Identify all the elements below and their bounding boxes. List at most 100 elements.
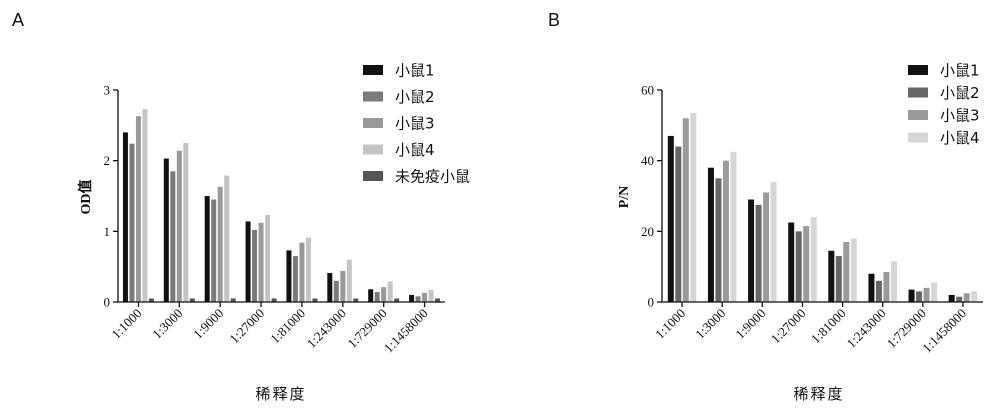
bar-s3-c7	[381, 287, 386, 302]
legend-swatch	[363, 118, 383, 128]
y-tick-label: 0	[104, 295, 111, 310]
legend-label: 小鼠2	[940, 84, 980, 102]
legend-label: 小鼠3	[395, 115, 435, 133]
legend-swatch	[363, 145, 383, 155]
bar-s3-c3	[763, 192, 769, 302]
y-tick-label: 20	[641, 224, 654, 239]
bar-s1-c2	[164, 159, 169, 302]
panel-b: B 0 20 40 60 1:10001:30001:90001:270001:810…	[548, 10, 983, 403]
bar-s1-c5	[828, 251, 834, 302]
legend-swatch	[908, 65, 928, 75]
bar-s1-c7	[909, 290, 915, 302]
bar-s2-c4	[796, 231, 802, 302]
bar-s4-c6	[347, 260, 352, 302]
y-tick-label: 40	[641, 153, 654, 168]
panel-a: A 0123 1:10001:30001:90001:270001:810001…	[12, 10, 470, 403]
y-tick-label: 60	[641, 83, 654, 98]
x-tick-label: 1:1000	[108, 306, 144, 342]
bar-s3-c2	[177, 151, 182, 302]
panel-letter-b: B	[548, 10, 560, 30]
bar-s1-c4	[788, 223, 794, 303]
bar-s3-c5	[299, 243, 304, 302]
bar-s3-c4	[259, 223, 264, 302]
bar-s4-c8	[429, 290, 434, 302]
x-tick-label: 1:81000	[267, 306, 308, 347]
legend-label: 小鼠2	[395, 88, 435, 106]
bar-s3-c8	[964, 293, 970, 302]
bar-s4-c4	[811, 217, 817, 302]
x-tick-label: 1:243000	[304, 306, 349, 351]
bar-s4-c3	[224, 176, 229, 302]
bar-s2-c5	[836, 256, 842, 302]
bar-s4-c5	[306, 238, 311, 302]
bar-s2-c2	[715, 178, 721, 302]
bar-s1-c1	[668, 136, 674, 302]
y-ticks-b: 0 20 40 60	[641, 83, 662, 310]
x-tick-label: 1:1000	[652, 306, 688, 342]
legend-swatch	[363, 65, 383, 75]
bar-s3-c8	[422, 293, 427, 302]
bar-s2-c7	[375, 292, 380, 302]
x-tick-label: 1:3000	[692, 306, 728, 342]
x-ticks-b: 1:10001:30001:90001:270001:810001:243000…	[652, 302, 969, 355]
bar-s1-c6	[868, 274, 874, 302]
bar-s2-c6	[876, 281, 882, 302]
legend-label: 小鼠1	[395, 62, 435, 80]
bar-s1-c2	[708, 168, 714, 302]
bar-s3-c1	[683, 118, 689, 302]
y-axis-label-a: OD值	[77, 180, 94, 215]
legend-label: 小鼠3	[940, 107, 980, 125]
bar-s1-c8	[409, 295, 414, 302]
bar-s2-c8	[956, 297, 962, 302]
legend-swatch	[908, 88, 928, 98]
x-tick-label: 1:3000	[149, 306, 185, 342]
bar-s4-c5	[851, 238, 857, 302]
bar-s3-c2	[723, 161, 729, 302]
legend-b: 小鼠1小鼠2小鼠3小鼠4	[908, 62, 980, 148]
bar-s4-c4	[265, 215, 270, 302]
bar-s3-c7	[924, 288, 930, 302]
x-tick-label: 1:9000	[190, 306, 226, 342]
legend-label: 小鼠4	[395, 141, 435, 159]
bar-s3-c4	[803, 226, 809, 302]
x-tick-label: 1:27000	[768, 306, 809, 347]
bar-s2-c1	[129, 144, 134, 302]
legend-swatch	[908, 110, 928, 120]
bar-s2-c3	[756, 205, 762, 302]
bar-s2-c2	[170, 171, 175, 302]
bar-s2-c3	[211, 200, 216, 302]
x-tick-label: 1:1458000	[381, 306, 431, 356]
bar-s3-c1	[136, 116, 141, 302]
y-tick-label: 0	[648, 295, 655, 310]
x-tick-label: 1:1458000	[919, 306, 969, 356]
bar-s3-c3	[218, 187, 223, 302]
bar-s4-c8	[971, 291, 977, 302]
legend-swatch	[363, 171, 383, 181]
y-ticks-a: 0123	[104, 83, 119, 310]
bar-s1-c6	[327, 273, 332, 302]
y-tick-label: 1	[104, 224, 111, 239]
bar-s2-c5	[293, 256, 298, 302]
bars-b	[668, 113, 977, 302]
bar-s2-c7	[916, 291, 922, 302]
bar-s2-c1	[675, 147, 681, 302]
bar-s1-c7	[368, 289, 373, 302]
bar-s4-c2	[730, 152, 736, 302]
bar-s4-c2	[183, 143, 188, 302]
bar-s4-c6	[891, 261, 897, 302]
bar-s4-c3	[771, 182, 777, 302]
x-tick-label: 1:243000	[843, 306, 888, 351]
bar-s4-c1	[142, 109, 147, 302]
bar-s4-c7	[931, 283, 937, 302]
bar-s1-c1	[123, 132, 128, 302]
bar-s1-c4	[246, 221, 251, 302]
bar-s3-c5	[843, 242, 849, 302]
x-ticks-a: 1:10001:30001:90001:270001:810001:243000…	[108, 302, 430, 355]
bars-a	[123, 109, 440, 302]
legend-label: 未免疫小鼠	[395, 168, 470, 186]
panel-letter-a: A	[12, 10, 24, 30]
x-tick-label: 1:9000	[732, 306, 768, 342]
bar-s2-c4	[252, 230, 257, 302]
y-axis-label-b: P/N	[617, 186, 632, 209]
